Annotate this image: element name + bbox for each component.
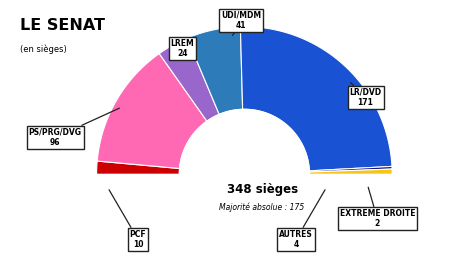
- Text: AUTRES
4: AUTRES 4: [279, 190, 325, 249]
- Text: Majorité absolue : 175: Majorité absolue : 175: [219, 202, 305, 212]
- Polygon shape: [179, 109, 310, 174]
- Text: LR/DVD
171: LR/DVD 171: [349, 83, 382, 107]
- Polygon shape: [97, 161, 180, 174]
- Polygon shape: [310, 166, 392, 172]
- Polygon shape: [240, 27, 392, 171]
- Text: PCF
10: PCF 10: [109, 190, 146, 249]
- Polygon shape: [159, 38, 219, 121]
- Polygon shape: [187, 27, 243, 114]
- Text: LE SENAT: LE SENAT: [20, 18, 105, 33]
- Polygon shape: [89, 174, 400, 186]
- Polygon shape: [310, 169, 392, 174]
- Text: 348 sièges: 348 sièges: [227, 183, 298, 196]
- Text: (en sièges): (en sièges): [20, 44, 66, 54]
- Text: LREM
24: LREM 24: [171, 39, 194, 59]
- Polygon shape: [97, 53, 207, 169]
- Text: PS/PRG/DVG
96: PS/PRG/DVG 96: [29, 108, 119, 147]
- Text: UDI/MDM
41: UDI/MDM 41: [221, 11, 262, 35]
- Text: EXTREME DROITE
2: EXTREME DROITE 2: [340, 187, 415, 228]
